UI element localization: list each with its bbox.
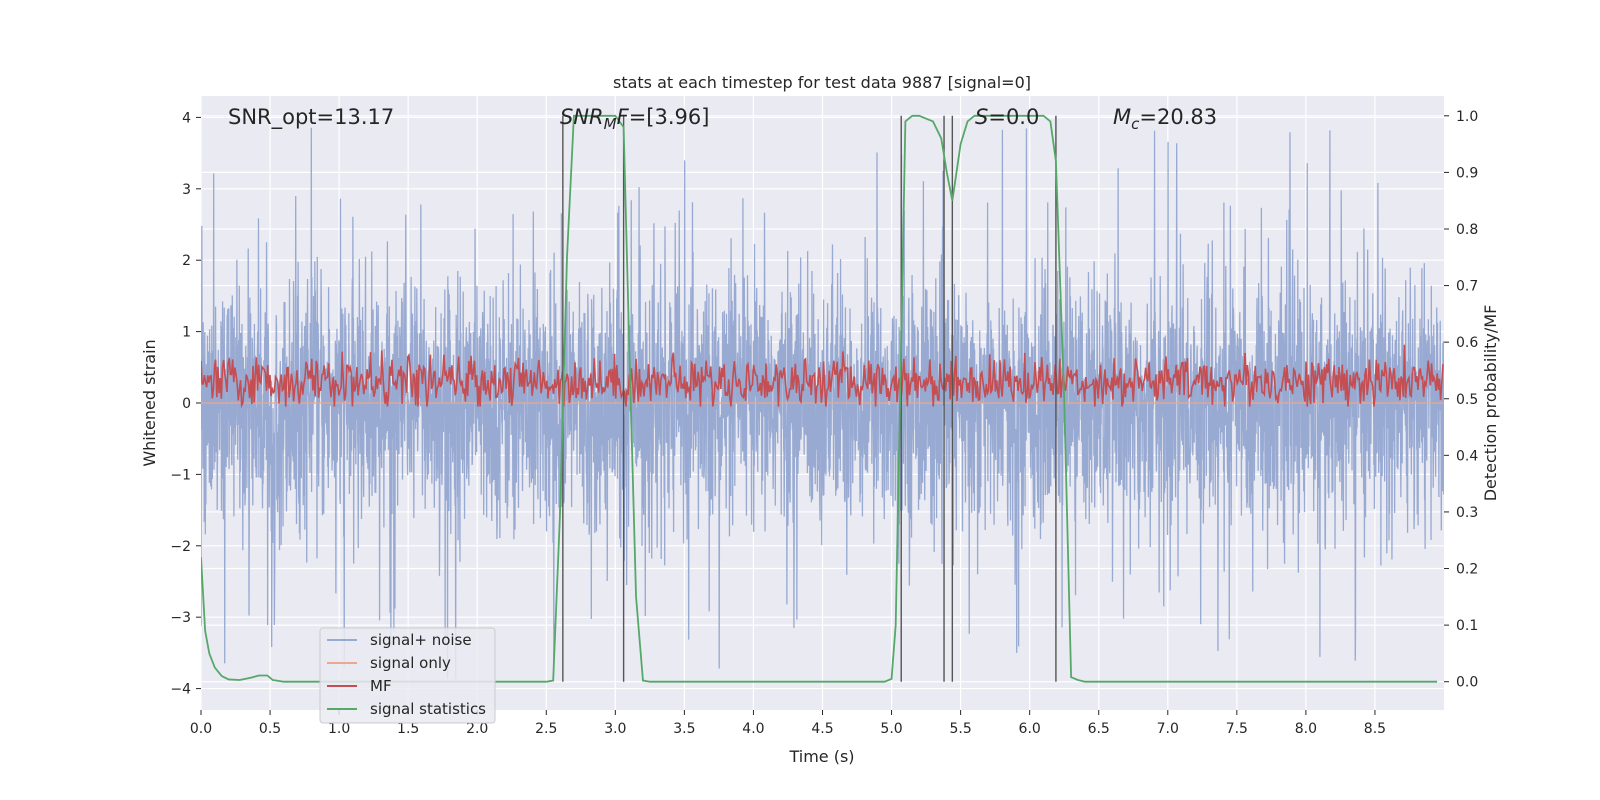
series-signal-statistics bbox=[201, 114, 1438, 683]
y-tick-label-left: −4 bbox=[170, 682, 191, 698]
x-tick-label: 7.5 bbox=[1226, 721, 1248, 737]
y-tick-label-left: 2 bbox=[182, 253, 191, 269]
plot-area bbox=[201, 114, 1444, 683]
y-tick-label-left: 4 bbox=[182, 110, 191, 126]
y-tick-label-right: 0.1 bbox=[1456, 618, 1478, 634]
s-value: =0.0 bbox=[988, 105, 1039, 129]
x-tick-label: 4.0 bbox=[742, 721, 764, 737]
x-tick-label: 2.5 bbox=[535, 721, 557, 737]
y-axis-label-left: Whitened strain bbox=[140, 339, 159, 466]
annotation-mc: Mc=20.83 bbox=[1113, 105, 1217, 133]
y-tick-label-left: 1 bbox=[182, 325, 191, 341]
legend-label-mf: MF bbox=[370, 677, 392, 695]
x-tick-label: 3.5 bbox=[673, 721, 695, 737]
mc-value: =20.83 bbox=[1139, 105, 1217, 129]
chart-title: stats at each timestep for test data 988… bbox=[613, 73, 1031, 92]
x-tick-label: 8.5 bbox=[1364, 721, 1386, 737]
x-tick-label: 0.5 bbox=[259, 721, 281, 737]
x-axis-label: Time (s) bbox=[788, 747, 854, 766]
snr-mf-symbol: SNR bbox=[560, 105, 604, 129]
y-tick-label-left: 3 bbox=[182, 182, 191, 198]
annotation-snr-mf: SNRMF=[3.96] bbox=[560, 105, 709, 133]
y-tick-label-right: 0.9 bbox=[1456, 165, 1478, 181]
legend-label-noise: signal+ noise bbox=[370, 631, 472, 649]
y-tick-label-right: 0.4 bbox=[1456, 448, 1478, 464]
y-tick-label-right: 0.8 bbox=[1456, 222, 1478, 238]
y-axis-label-right: Detection probability/MF bbox=[1481, 305, 1500, 502]
legend-label-signal-only: signal only bbox=[370, 654, 451, 672]
x-tick-label: 1.0 bbox=[328, 721, 350, 737]
s-symbol: S bbox=[975, 105, 988, 129]
annotation-snr-opt: SNR_opt=13.17 bbox=[228, 105, 394, 130]
mc-symbol: M bbox=[1113, 105, 1131, 129]
y-tick-label-right: 1.0 bbox=[1456, 109, 1478, 125]
y-tick-label-left: 0 bbox=[182, 396, 191, 412]
x-tick-label: 8.0 bbox=[1295, 721, 1317, 737]
x-tick-label: 2.0 bbox=[466, 721, 488, 737]
x-tick-label: 3.0 bbox=[604, 721, 626, 737]
x-tick-label: 7.0 bbox=[1157, 721, 1179, 737]
y-tick-label-left: −3 bbox=[170, 610, 191, 626]
snr-mf-value: =[3.96] bbox=[629, 105, 710, 129]
snr-mf-f: F bbox=[617, 105, 630, 129]
annotation-s: S=0.0 bbox=[975, 105, 1039, 129]
x-tick-label: 6.0 bbox=[1019, 721, 1041, 737]
y-tick-label-right: 0.6 bbox=[1456, 335, 1478, 351]
x-tick-label: 6.5 bbox=[1088, 721, 1110, 737]
x-tick-label: 4.5 bbox=[811, 721, 833, 737]
mc-subscript: c bbox=[1131, 115, 1140, 133]
snr-mf-subscript: M bbox=[604, 115, 617, 133]
y-tick-label-right: 0.3 bbox=[1456, 505, 1478, 521]
x-tick-label: 5.0 bbox=[880, 721, 902, 737]
y-tick-label-right: 0.5 bbox=[1456, 392, 1478, 408]
x-tick-label: 5.5 bbox=[949, 721, 971, 737]
y-tick-label-right: 0.0 bbox=[1456, 675, 1478, 691]
y-tick-label-left: −1 bbox=[170, 467, 191, 483]
y-tick-label-left: −2 bbox=[170, 539, 191, 555]
legend-box bbox=[319, 627, 496, 724]
y-tick-label-right: 0.7 bbox=[1456, 279, 1478, 295]
legend: signal+ noise signal only MF signal stat… bbox=[319, 627, 496, 724]
y-tick-label-right: 0.2 bbox=[1456, 562, 1478, 578]
legend-label-stats: signal statistics bbox=[370, 700, 486, 718]
x-tick-label: 1.5 bbox=[397, 721, 419, 737]
x-tick-label: 0.0 bbox=[190, 721, 212, 737]
axes: 0.0 0.5 1.0 1.5 2.0 2.5 3.0 3.5 4.0 4.5 5.0 5.5 6.0 6… bbox=[170, 109, 1478, 737]
series-mf bbox=[201, 344, 1444, 409]
